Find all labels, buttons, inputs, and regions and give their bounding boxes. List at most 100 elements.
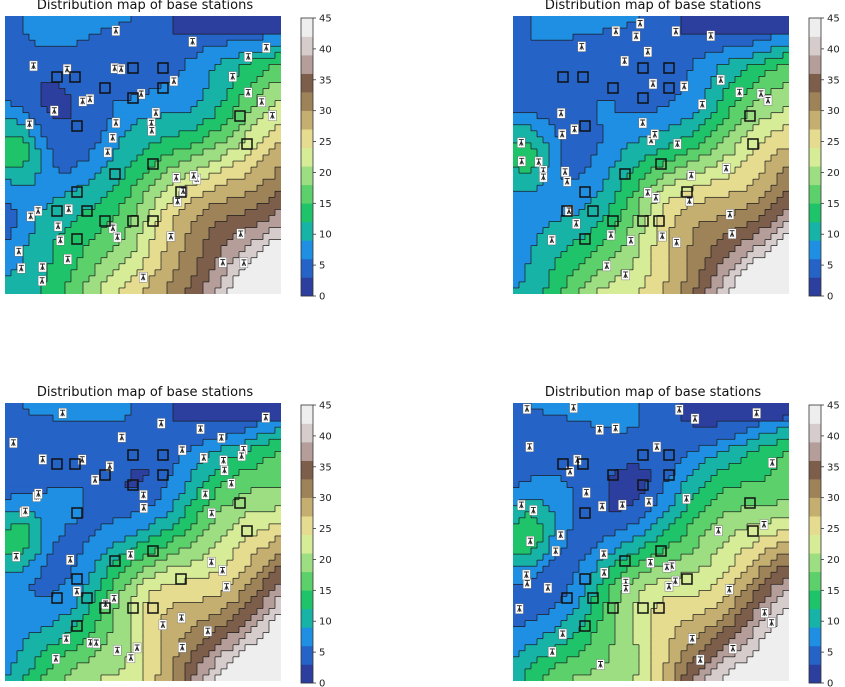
contour-cell	[221, 246, 227, 252]
contour-cell	[137, 234, 143, 240]
contour-cell	[179, 107, 185, 113]
contour-cell	[35, 288, 41, 294]
contour-cell	[11, 240, 17, 246]
contour-cell	[747, 252, 753, 258]
contour-cell	[53, 252, 59, 258]
contour-cell	[107, 107, 113, 113]
contour-cell	[699, 16, 705, 22]
contour-cell	[29, 240, 35, 246]
contour-cell	[11, 167, 17, 173]
contour-cell	[113, 185, 119, 191]
contour-cell	[107, 276, 113, 282]
contour-cell	[555, 40, 561, 46]
contour-cell	[537, 143, 543, 149]
contour-cell	[765, 107, 771, 113]
base-station-icon	[244, 52, 252, 62]
contour-cell	[215, 113, 221, 119]
contour-cell	[65, 52, 71, 58]
contour-cell	[555, 28, 561, 34]
contour-cell	[759, 252, 765, 258]
contour-cell	[609, 46, 615, 52]
contour-cell	[275, 76, 281, 82]
contour-cell	[621, 179, 627, 185]
contour-cell	[89, 70, 95, 76]
contour-cell	[173, 161, 179, 167]
contour-cell	[687, 28, 693, 34]
contour-cell	[573, 143, 579, 149]
contour-cell	[269, 215, 275, 221]
contour-cell	[83, 113, 89, 119]
contour-cell	[561, 264, 567, 270]
contour-cell	[705, 221, 711, 227]
contour-cell	[771, 82, 777, 88]
contour-cell	[47, 22, 53, 28]
contour-cell	[621, 70, 627, 76]
base-station-icon	[167, 231, 175, 241]
contour-cell	[257, 228, 263, 234]
contour-cell	[197, 143, 203, 149]
contour-cell	[29, 149, 35, 155]
contour-cell	[89, 282, 95, 288]
contour-cell	[185, 70, 191, 76]
contour-cell	[5, 209, 11, 215]
contour-cell	[759, 246, 765, 252]
contour-cell	[17, 167, 23, 173]
contour-cell	[161, 125, 167, 131]
contour-cell	[621, 131, 627, 137]
contour-cell	[155, 264, 161, 270]
contour-cell	[227, 58, 233, 64]
contour-cell	[227, 185, 233, 191]
contour-cell	[723, 52, 729, 58]
contour-cell	[711, 82, 717, 88]
contour-cell	[705, 58, 711, 64]
contour-cell	[783, 131, 789, 137]
contour-cell	[167, 16, 173, 22]
contour-cell	[549, 215, 555, 221]
contour-cell	[591, 95, 597, 101]
contour-cell	[549, 40, 555, 46]
contour-cell	[525, 167, 531, 173]
contour-cell	[89, 64, 95, 70]
contour-cell	[639, 252, 645, 258]
contour-cell	[681, 221, 687, 227]
contour-cell	[167, 143, 173, 149]
contour-cell	[275, 264, 281, 270]
contour-cell	[705, 125, 711, 131]
contour-cell	[723, 258, 729, 264]
contour-cell	[693, 64, 699, 70]
contour-cell	[89, 113, 95, 119]
contour-cell	[131, 143, 137, 149]
contour-cell	[251, 264, 257, 270]
contour-cell	[657, 264, 663, 270]
contour-cell	[687, 161, 693, 167]
contour-cell	[657, 64, 663, 70]
contour-cell	[675, 131, 681, 137]
contour-cell	[233, 40, 239, 46]
contour-cell	[59, 34, 65, 40]
contour-cell	[543, 28, 549, 34]
contour-cell	[513, 28, 519, 34]
contour-cell	[543, 64, 549, 70]
contour-cell	[651, 179, 657, 185]
contour-cell	[197, 52, 203, 58]
contour-cell	[257, 282, 263, 288]
contour-cell	[747, 113, 753, 119]
contour-cell	[519, 209, 525, 215]
contour-cell	[221, 203, 227, 209]
contour-cell	[777, 258, 783, 264]
contour-cell	[215, 16, 221, 22]
contour-cell	[233, 46, 239, 52]
contour-cell	[717, 95, 723, 101]
contour-cell	[23, 64, 29, 70]
base-station-icon	[240, 258, 248, 268]
contour-cell	[693, 113, 699, 119]
contour-cell	[771, 209, 777, 215]
contour-cell	[717, 107, 723, 113]
contour-cell	[651, 270, 657, 276]
contour-cell	[663, 264, 669, 270]
contour-cell	[525, 70, 531, 76]
contour-cell	[263, 185, 269, 191]
contour-cell	[639, 143, 645, 149]
contour-cell	[29, 197, 35, 203]
contour-cell	[603, 76, 609, 82]
